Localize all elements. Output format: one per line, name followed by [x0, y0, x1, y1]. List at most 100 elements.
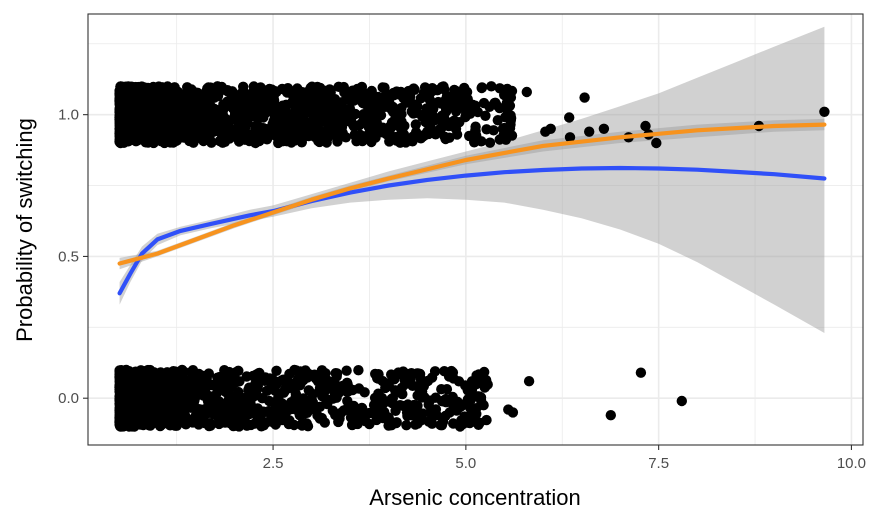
data-point-not-switched: [373, 388, 384, 399]
plot-panel-border: [87, 13, 864, 446]
data-point-not-switched: [276, 413, 288, 424]
data-point-switched: [428, 103, 439, 114]
data-point-not-switched: [251, 417, 262, 428]
data-point-switched: [377, 122, 388, 133]
data-point-not-switched: [348, 400, 359, 412]
data-point-switched: [379, 82, 390, 93]
data-point-not-switched: [373, 369, 384, 380]
data-point-not-switched: [411, 381, 423, 392]
data-point-not-switched: [114, 366, 126, 378]
data-point-switched: [313, 115, 324, 126]
data-point-not-switched: [120, 380, 132, 391]
data-point-not-switched: [196, 406, 207, 417]
data-point-not-switched: [389, 374, 400, 385]
data-point-not-switched: [261, 385, 273, 396]
data-point-switched: [237, 87, 248, 98]
data-point-switched: [494, 134, 505, 145]
data-point-switched: [346, 115, 357, 126]
fit-lines: [117, 122, 827, 296]
data-point-switched: [194, 97, 205, 108]
data-point-switched: [277, 131, 288, 143]
data-point-not-switched: [214, 371, 225, 383]
data-point-switched: [152, 83, 163, 95]
fit-line-loess: [117, 165, 827, 296]
data-point-switched: [332, 133, 343, 144]
data-point-switched: [438, 117, 450, 128]
data-point-not-switched: [314, 413, 326, 424]
data-point-not-switched: [330, 409, 341, 421]
data-point-switched: [203, 106, 214, 118]
data-point-not-switched: [431, 410, 442, 421]
data-point-not-switched: [441, 384, 453, 395]
data-point-switched: [208, 114, 219, 125]
data-point-switched: [340, 132, 352, 143]
data-point-switched: [439, 131, 450, 142]
data-point-switched: [386, 104, 397, 115]
data-point-not-switched: [359, 387, 370, 398]
data-point-switched: [368, 129, 380, 141]
data-point-not-switched: [368, 399, 380, 411]
data-point-not-switched: [466, 376, 478, 387]
data-point-not-switched: [173, 382, 185, 393]
data-point-not-switched: [412, 418, 423, 429]
data-point-switched: [426, 116, 437, 128]
data-point-not-switched: [412, 390, 423, 401]
data-point-not-switched: [226, 381, 237, 392]
data-point-not-switched: [174, 368, 186, 379]
confidence-ribbons: [119, 26, 825, 334]
data-point-switched: [197, 119, 208, 131]
data-point-not-switched: [142, 366, 153, 378]
data-point-not-switched: [473, 419, 484, 430]
data-point-switched: [176, 124, 188, 135]
data-point-switched: [321, 126, 332, 138]
data-point-switched: [183, 114, 194, 126]
data-point-not-switched: [349, 415, 360, 427]
data-point-not-switched: [120, 399, 131, 410]
x-axis: 2.5 5.0 7.5 10.0: [263, 445, 866, 472]
data-point-not-switched: [204, 418, 216, 429]
data-point-not-switched: [402, 410, 413, 422]
data-point-switched: [169, 92, 180, 103]
data-point-not-switched: [399, 375, 410, 386]
data-point-switched: [470, 121, 481, 132]
x-tick-label: 10.0: [837, 455, 866, 472]
data-point-not-switched: [167, 409, 178, 420]
data-point-not-switched: [330, 386, 342, 397]
data-point-switched: [347, 85, 358, 96]
data-point-switched: [303, 117, 314, 129]
data-point-not-switched: [279, 385, 291, 396]
data-point-switched: [358, 111, 369, 122]
x-tick-label: 7.5: [648, 455, 669, 472]
data-point-not-switched: [315, 373, 327, 384]
data-point-not-switched: [233, 386, 244, 398]
data-point-switched: [409, 106, 420, 117]
data-point-switched: [357, 87, 369, 98]
data-point-switched: [349, 130, 361, 141]
data-point-not-switched: [195, 372, 207, 384]
data-point-not-switched: [135, 406, 146, 417]
data-point-not-switched: [288, 419, 300, 431]
data-point-not-switched: [304, 398, 315, 409]
data-point-not-switched: [676, 395, 687, 407]
data-point-switched: [288, 125, 299, 137]
fit-line-logistic: [117, 122, 827, 266]
data-point-not-switched: [241, 371, 252, 382]
data-point-switched: [116, 89, 127, 100]
data-point-switched: [186, 127, 197, 138]
data-point-switched: [216, 108, 228, 119]
data-point-not-switched: [342, 379, 353, 390]
data-point-switched: [277, 100, 288, 111]
data-point-switched: [351, 94, 362, 105]
data-point-switched: [333, 81, 344, 93]
data-point-switched: [142, 92, 154, 104]
data-point-switched: [334, 100, 345, 111]
data-point-switched: [198, 135, 209, 147]
data-point-switched: [117, 97, 128, 109]
data-point-not-switched: [301, 418, 312, 429]
data-point-switched: [258, 123, 269, 134]
data-point-switched: [266, 84, 277, 95]
data-point-switched: [396, 116, 407, 127]
data-point-switched: [305, 107, 316, 118]
data-point-switched: [250, 131, 261, 142]
data-point-not-switched: [328, 376, 340, 387]
